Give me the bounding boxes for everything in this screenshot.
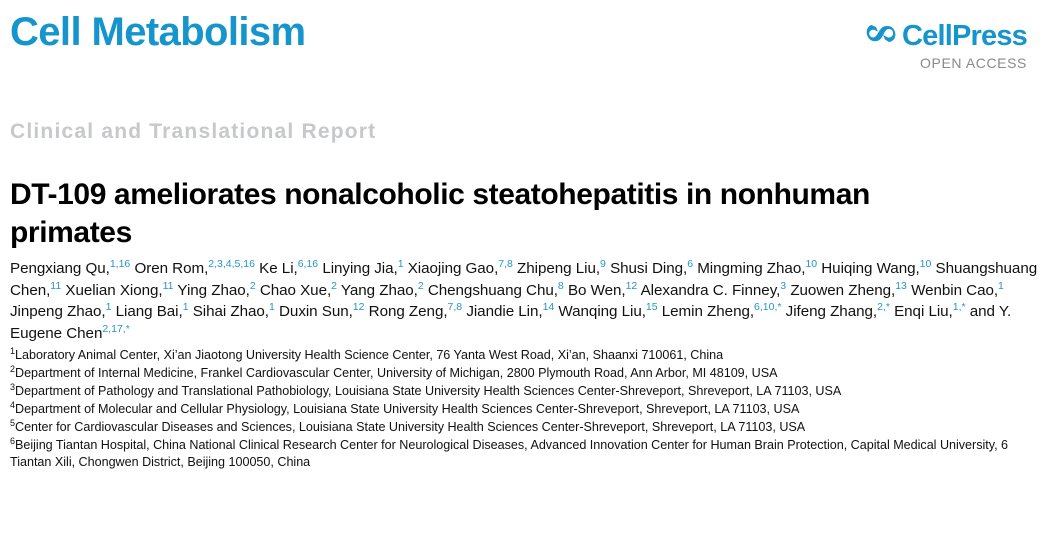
affiliation-text: Department of Internal Medicine, Frankel… (15, 366, 778, 381)
author-name[interactable]: Jifeng Zhang, (785, 303, 878, 321)
author-name[interactable]: Xiaojing Gao, (407, 260, 499, 277)
author-list: Pengxiang Qu,1,16 Oren Rom,2,3,4,5,16 Ke… (10, 258, 1039, 344)
open-access-label: OPEN ACCESS (920, 55, 1027, 71)
author-affiliation-marker[interactable]: 1 (268, 301, 275, 314)
author-affiliation-marker[interactable]: 2 (417, 279, 424, 292)
author-name[interactable]: Ying Zhao, (177, 281, 250, 299)
author-affiliation-marker[interactable]: 3 (780, 279, 787, 292)
author-affiliation-marker[interactable]: 12 (352, 301, 365, 314)
cellpress-swirl-icon (866, 24, 896, 42)
author-name[interactable]: Lemin Zheng, (661, 303, 755, 321)
affiliation-number: 5 (10, 418, 15, 429)
affiliation-number: 3 (10, 382, 15, 392)
affiliation-number: 6 (10, 436, 15, 447)
affiliation-number: 4 (10, 400, 15, 411)
author-affiliation-marker[interactable]: 10 (919, 257, 932, 270)
author-name[interactable]: Oren Rom, (134, 260, 209, 277)
author-affiliation-marker[interactable]: 2,17,* (102, 322, 130, 335)
author-name[interactable]: Jinpeng Zhao, (10, 303, 106, 321)
affiliation-number: 1 (10, 345, 15, 356)
author-affiliation-marker[interactable]: 1 (182, 301, 189, 314)
masthead: Cell Metabolism CellPress OPEN ACCESS (0, 0, 1049, 92)
author-affiliation-marker[interactable]: 12 (625, 279, 638, 292)
author-affiliation-marker[interactable]: 2,* (877, 301, 890, 314)
author-name[interactable]: Liang Bai, (115, 303, 183, 321)
author-name[interactable]: Sihai Zhao, (192, 303, 269, 321)
author-name[interactable]: Rong Zeng, (368, 303, 448, 321)
author-affiliation-marker[interactable]: 6 (687, 257, 694, 270)
affiliation-entry: 4Department of Molecular and Cellular Ph… (10, 401, 1040, 418)
affiliation-list: 1Laboratory Animal Center, Xi’an Jiaoton… (10, 345, 1040, 472)
affiliation-entry: 5Center for Cardiovascular Diseases and … (10, 419, 1040, 436)
affiliation-text: Department of Pathology and Translationa… (15, 384, 842, 399)
author-affiliation-marker[interactable]: 1 (397, 257, 404, 270)
author-name[interactable]: Alexandra C. Finney, (640, 281, 781, 299)
affiliation-number: 2 (10, 363, 15, 374)
author-affiliation-marker[interactable]: 8 (557, 279, 564, 292)
cellpress-wordmark: CellPress (902, 20, 1028, 52)
author-name[interactable]: Duxin Sun, (279, 303, 353, 321)
author-affiliation-marker[interactable]: 7,8 (498, 257, 513, 270)
author-name[interactable]: Linying Jia, (322, 260, 398, 277)
author-name[interactable]: Shusi Ding, (610, 260, 688, 277)
author-name[interactable]: and Y. Eugene Chen (10, 303, 1012, 342)
article-type-label: Clinical and Translational Report (10, 120, 377, 143)
author-name[interactable]: Enqi Liu, (894, 303, 953, 321)
affiliation-text: Laboratory Animal Center, Xi’an Jiaotong… (15, 348, 724, 362)
author-affiliation-marker[interactable]: 2,3,4,5,16 (208, 257, 255, 270)
author-affiliation-marker[interactable]: 1,* (952, 301, 966, 314)
author-name[interactable]: Wenbin Cao, (911, 281, 999, 299)
author-name[interactable]: Huiqing Wang, (821, 260, 920, 277)
author-affiliation-marker[interactable]: 1 (998, 279, 1004, 292)
author-affiliation-marker[interactable]: 10 (805, 257, 818, 270)
affiliation-entry: 3Department of Pathology and Translation… (10, 383, 1040, 400)
affiliation-entry: 1Laboratory Animal Center, Xi’an Jiaoton… (10, 345, 1040, 364)
author-name[interactable]: Bo Wen, (567, 281, 626, 299)
author-affiliation-marker[interactable]: 13 (895, 279, 907, 292)
author-name[interactable]: Zuowen Zheng, (790, 281, 896, 299)
cellpress-brand[interactable]: CellPress OPEN ACCESS (866, 20, 1028, 71)
author-name[interactable]: Ke Li, (259, 260, 298, 277)
author-name[interactable]: Shuangshuang Chen, (10, 260, 1038, 299)
author-affiliation-marker[interactable]: 14 (542, 301, 555, 314)
page-title: DT-109 ameliorates nonalcoholic steatohe… (10, 178, 870, 249)
author-affiliation-marker[interactable]: 11 (162, 279, 174, 292)
author-name[interactable]: Chengshuang Chu, (427, 281, 558, 299)
author-name[interactable]: Yang Zhao, (340, 281, 418, 299)
author-name[interactable]: Chao Xue, (259, 281, 332, 299)
author-affiliation-marker[interactable]: 9 (600, 257, 606, 270)
author-affiliation-marker[interactable]: 7,8 (447, 301, 463, 314)
author-name[interactable]: Jiandie Lin, (466, 303, 543, 321)
author-affiliation-marker[interactable]: 1 (105, 301, 112, 314)
author-affiliation-marker[interactable]: 6,10,* (754, 301, 782, 314)
author-affiliation-marker[interactable]: 11 (50, 279, 62, 292)
author-name[interactable]: Pengxiang Qu, (10, 260, 110, 277)
author-name[interactable]: Zhipeng Liu, (517, 260, 601, 277)
affiliation-text: Department of Molecular and Cellular Phy… (15, 402, 800, 417)
author-name[interactable]: Xuelian Xiong, (65, 281, 163, 299)
affiliation-text: Beijing Tiantan Hospital, China National… (10, 438, 1009, 470)
author-name[interactable]: Mingming Zhao, (697, 260, 806, 277)
author-affiliation-marker[interactable]: 1,16 (109, 257, 131, 270)
author-affiliation-marker[interactable]: 6,16 (297, 257, 319, 270)
affiliation-entry: 6Beijing Tiantan Hospital, China Nationa… (10, 437, 1040, 470)
author-affiliation-marker[interactable]: 15 (645, 301, 658, 314)
author-affiliation-marker[interactable]: 2 (331, 279, 337, 292)
affiliation-text: Center for Cardiovascular Diseases and S… (15, 420, 806, 435)
journal-title: Cell Metabolism (10, 10, 306, 54)
author-name[interactable]: Wanqing Liu, (558, 303, 646, 321)
affiliation-entry: 2Department of Internal Medicine, Franke… (10, 363, 1040, 382)
author-affiliation-marker[interactable]: 2 (249, 279, 256, 292)
